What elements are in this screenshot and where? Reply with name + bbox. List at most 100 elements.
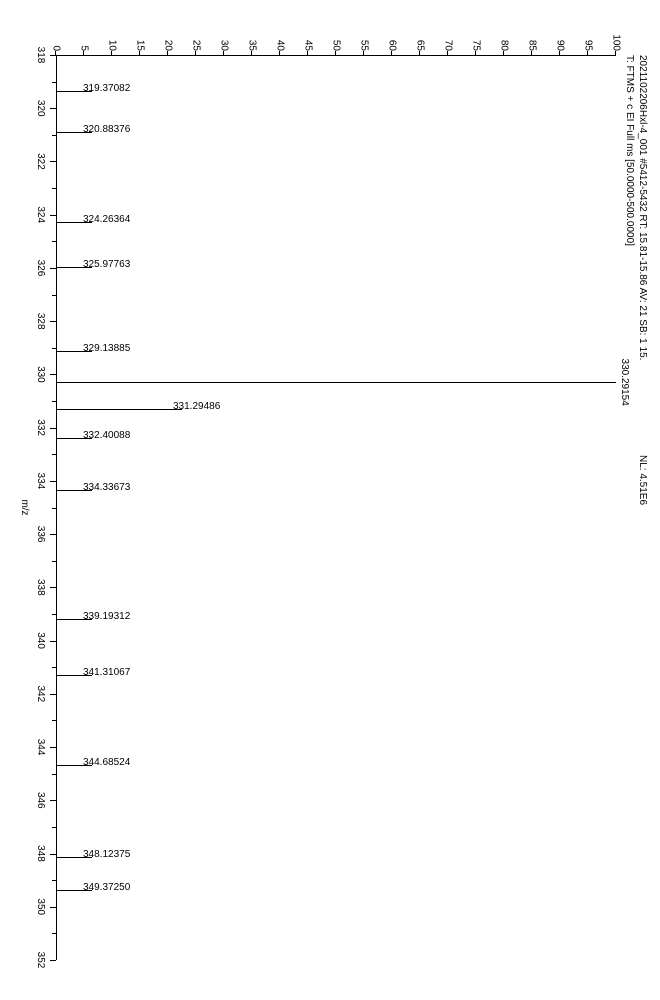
- x-tick-major: [50, 960, 56, 961]
- x-tick-minor: [52, 348, 56, 349]
- x-tick-label: 320: [35, 100, 46, 117]
- x-tick-label: 318: [35, 47, 46, 64]
- x-axis: [56, 55, 57, 960]
- y-tick-label: 100: [611, 34, 622, 51]
- y-tick-label: 75: [471, 40, 482, 51]
- x-tick-minor: [52, 667, 56, 668]
- y-tick: [447, 51, 448, 55]
- y-tick-label: 55: [359, 40, 370, 51]
- y-tick-label: 60: [387, 40, 398, 51]
- x-tick-major: [50, 534, 56, 535]
- plot-area: m/z 051015202530354045505560657075808590…: [56, 55, 616, 960]
- x-axis-label: m/z: [19, 499, 30, 515]
- x-tick-label: 338: [35, 579, 46, 596]
- x-tick-major: [50, 587, 56, 588]
- x-tick-label: 330: [35, 366, 46, 383]
- y-tick: [363, 51, 364, 55]
- peak-label: 334.33673: [83, 482, 130, 493]
- x-tick-minor: [52, 827, 56, 828]
- y-tick-label: 85: [527, 40, 538, 51]
- y-tick: [615, 51, 616, 55]
- y-tick: [587, 51, 588, 55]
- peak-connector: [59, 765, 92, 766]
- peak: [56, 382, 616, 383]
- peak-connector: [59, 222, 93, 223]
- x-tick-label: 342: [35, 685, 46, 702]
- peak-label: 324.26364: [83, 214, 130, 225]
- peak-label: 341.31067: [83, 667, 130, 678]
- x-tick-major: [50, 215, 56, 216]
- x-tick-label: 332: [35, 419, 46, 436]
- y-tick-label: 30: [219, 40, 230, 51]
- x-tick-major: [50, 907, 56, 908]
- peak: [56, 438, 70, 439]
- x-tick-major: [50, 800, 56, 801]
- y-tick-label: 35: [247, 40, 258, 51]
- x-tick-label: 334: [35, 473, 46, 490]
- x-tick-label: 350: [35, 898, 46, 915]
- x-tick-label: 336: [35, 526, 46, 543]
- x-tick-label: 340: [35, 632, 46, 649]
- x-tick-major: [50, 428, 56, 429]
- y-tick: [111, 51, 112, 55]
- peak-label: 320.88376: [83, 124, 130, 135]
- y-tick-label: 95: [583, 40, 594, 51]
- x-tick-minor: [52, 508, 56, 509]
- x-tick-minor: [52, 401, 56, 402]
- y-tick: [391, 51, 392, 55]
- peak-connector: [60, 91, 92, 92]
- x-tick-label: 344: [35, 739, 46, 756]
- y-tick: [335, 51, 336, 55]
- spectrum-container: 2021102206Hxl-4_001 #5412-5432 RT: 15.81…: [0, 0, 660, 1000]
- x-tick-minor: [52, 720, 56, 721]
- y-tick-label: 0: [51, 45, 62, 51]
- header: 2021102206Hxl-4_001 #5412-5432 RT: 15.81…: [623, 55, 648, 360]
- x-tick-label: 324: [35, 206, 46, 223]
- y-tick-label: 70: [443, 40, 454, 51]
- x-tick-minor: [52, 614, 56, 615]
- x-tick-label: 328: [35, 313, 46, 330]
- y-tick: [223, 51, 224, 55]
- x-tick-minor: [52, 135, 56, 136]
- y-tick: [279, 51, 280, 55]
- x-tick-major: [50, 374, 56, 375]
- x-tick-major: [50, 481, 56, 482]
- x-tick-major: [50, 747, 56, 748]
- peak-connector: [59, 490, 92, 491]
- x-tick-major: [50, 641, 56, 642]
- x-tick-minor: [52, 295, 56, 296]
- peak-label: 330.29154: [619, 359, 630, 406]
- header-line1a: 2021102206Hxl-4_001 #5412-5432 RT: 15.81…: [636, 55, 649, 360]
- peak: [56, 409, 182, 410]
- x-tick-major: [50, 321, 56, 322]
- peak-label: 349.37250: [83, 882, 130, 893]
- y-tick-label: 25: [191, 40, 202, 51]
- x-tick-label: 322: [35, 153, 46, 170]
- y-tick-label: 65: [415, 40, 426, 51]
- y-tick-label: 50: [331, 40, 342, 51]
- y-tick: [139, 51, 140, 55]
- x-tick-major: [50, 161, 56, 162]
- x-tick-minor: [52, 188, 56, 189]
- y-tick-label: 10: [107, 40, 118, 51]
- y-tick-label: 45: [303, 40, 314, 51]
- x-tick-major: [50, 854, 56, 855]
- y-tick: [307, 51, 308, 55]
- y-tick: [419, 51, 420, 55]
- x-tick-minor: [52, 933, 56, 934]
- x-tick-minor: [52, 82, 56, 83]
- peak-label: 344.68524: [83, 757, 130, 768]
- x-tick-minor: [52, 774, 56, 775]
- y-tick-label: 40: [275, 40, 286, 51]
- x-tick-major: [50, 108, 56, 109]
- peak-label: 348.12375: [83, 849, 130, 860]
- x-tick-label: 352: [35, 952, 46, 969]
- y-tick: [531, 51, 532, 55]
- y-tick: [167, 51, 168, 55]
- peak-label: 325.97763: [83, 259, 130, 270]
- x-tick-label: 346: [35, 792, 46, 809]
- y-tick: [503, 51, 504, 55]
- y-tick: [83, 51, 84, 55]
- peak-connector: [59, 857, 93, 858]
- y-tick-label: 80: [499, 40, 510, 51]
